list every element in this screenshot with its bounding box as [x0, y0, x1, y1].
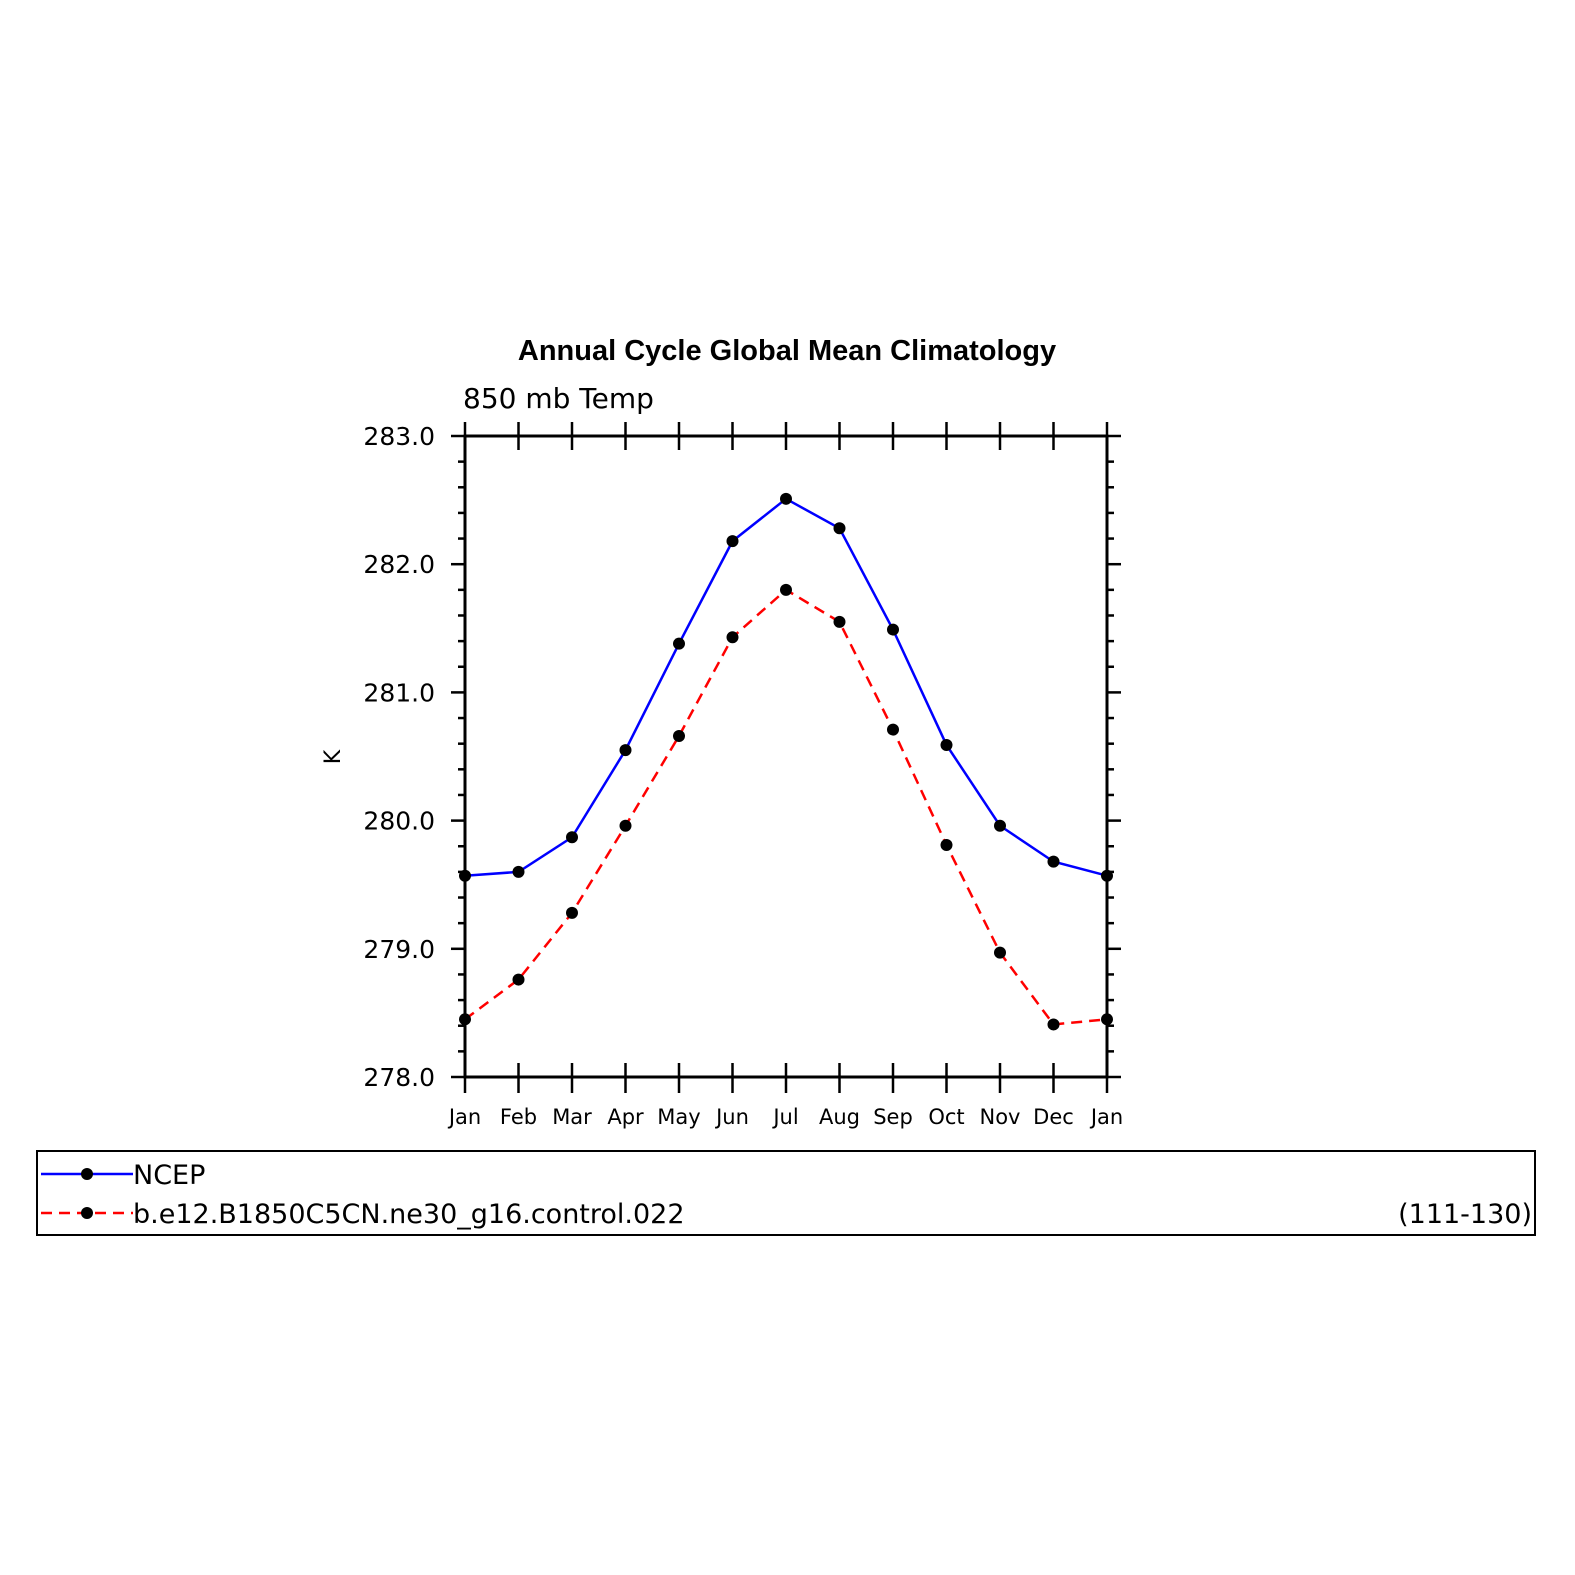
data-point [726, 535, 739, 548]
data-point [940, 738, 953, 751]
series-line [464, 497, 1108, 877]
legend-label: NCEP [133, 1160, 205, 1191]
data-point [780, 583, 792, 596]
y-axis-label: K [321, 749, 346, 764]
legend-box [36, 1150, 1536, 1236]
data-point [1047, 1018, 1060, 1031]
y-tick-label: 281.0 [363, 678, 435, 707]
data-point [673, 637, 685, 650]
x-tick-label: Jun [714, 1105, 749, 1129]
x-tick-labels: Jan Feb Mar Apr May Jun Jul Aug Sep Oct Nov Dec Jan [447, 1105, 1123, 1129]
x-tick-label: Jan [447, 1105, 481, 1129]
data-point [887, 723, 899, 736]
plot-frame [463, 434, 1109, 1079]
data-point [726, 631, 739, 644]
data-point [619, 744, 632, 757]
x-tick-label: Aug [819, 1105, 860, 1129]
x-tick-label: Jan [1089, 1105, 1123, 1129]
data-point [940, 838, 953, 851]
series-1 [459, 492, 1113, 882]
legend-note: (111-130) [1398, 1199, 1532, 1230]
legend: NCEP b.e12.B1850C5CN.ne30_g16.control.022… [36, 1150, 1536, 1236]
series-2 [459, 583, 1113, 1031]
x-tick-label: Apr [607, 1105, 644, 1129]
data-point [673, 729, 685, 742]
chart-subtitle: 850 mb Temp [463, 382, 654, 415]
y-tick-label: 280.0 [363, 807, 435, 836]
x-tick-label: Sep [873, 1105, 913, 1129]
x-tick-label: May [657, 1105, 700, 1129]
data-point [887, 623, 899, 636]
data-point [780, 492, 792, 505]
data-point [833, 615, 846, 628]
x-tick-label: Oct [928, 1105, 964, 1129]
x-tick-label: Nov [980, 1105, 1021, 1129]
legend-label: b.e12.B1850C5CN.ne30_g16.control.022 [133, 1199, 685, 1230]
legend-entry: NCEP [41, 1160, 205, 1191]
axis-ticks [451, 422, 1121, 1093]
data-point [1047, 855, 1060, 868]
data-point [512, 973, 525, 986]
data-point [459, 1013, 471, 1026]
data-point [512, 865, 525, 878]
data-point [619, 819, 632, 832]
data-point [566, 831, 578, 844]
series-line [464, 588, 1108, 1026]
y-tick-label: 282.0 [363, 550, 435, 579]
x-tick-label: Dec [1033, 1105, 1074, 1129]
data-point [566, 906, 578, 919]
y-tick-label: 279.0 [363, 935, 435, 964]
data-point [1101, 869, 1113, 882]
y-tick-labels: 278.0 279.0 280.0 281.0 282.0 283.0 [363, 422, 435, 1092]
x-tick-label: Feb [500, 1105, 537, 1129]
x-tick-label: Mar [552, 1105, 592, 1129]
y-tick-label: 278.0 [363, 1063, 435, 1092]
data-point [459, 869, 471, 882]
y-tick-label: 283.0 [363, 422, 435, 451]
x-tick-label: Jul [771, 1105, 798, 1129]
data-point [994, 819, 1006, 832]
data-point [1101, 1013, 1113, 1026]
series-layer [459, 492, 1113, 1031]
chart-title: Annual Cycle Global Mean Climatology [518, 335, 1056, 367]
legend-marker [81, 1168, 93, 1180]
legend-entry: b.e12.B1850C5CN.ne30_g16.control.022 [41, 1199, 685, 1230]
legend-entries: NCEP b.e12.B1850C5CN.ne30_g16.control.022 [41, 1160, 685, 1230]
data-point [994, 946, 1006, 959]
data-point [833, 522, 846, 535]
legend-marker [81, 1207, 93, 1219]
